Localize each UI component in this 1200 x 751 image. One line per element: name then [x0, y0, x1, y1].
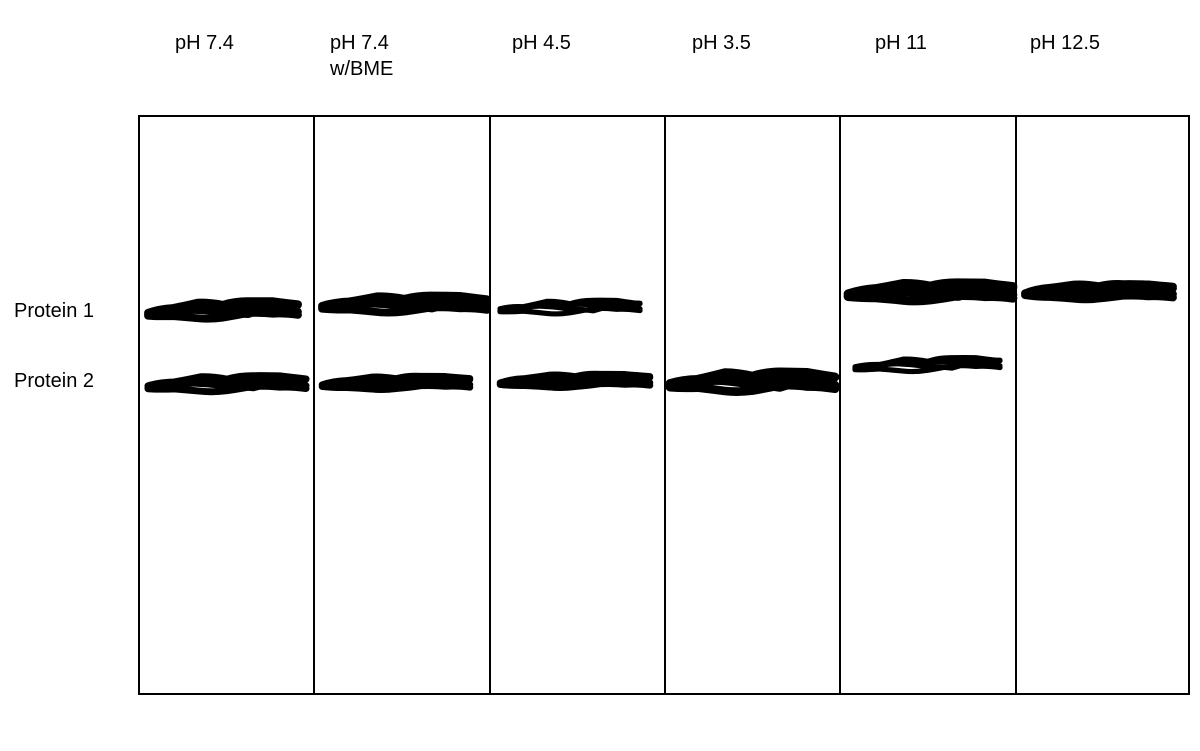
lane-label: pH 3.5	[692, 30, 751, 56]
band-b_l5_p2	[841, 338, 1014, 398]
band-b_l3_p1	[486, 281, 654, 339]
band-b_l2_p1	[308, 276, 501, 338]
band-b_l4_p2	[656, 351, 849, 419]
row-label-protein2: Protein 2	[14, 370, 94, 393]
band-b_l2_p2	[308, 358, 484, 413]
lane-label: pH 7.4 w/BME	[330, 30, 393, 82]
lane-label: pH 7.4	[175, 30, 234, 56]
lane-label: pH 11	[875, 30, 927, 56]
lane-label: pH 4.5	[512, 30, 571, 56]
band-b_l3_p2	[486, 356, 664, 411]
band-b_l1_p1	[134, 281, 312, 347]
lane-separator	[1015, 115, 1017, 695]
band-b_l1_p2	[134, 356, 320, 418]
band-b_l5_p1	[834, 263, 1027, 327]
row-label-protein1: Protein 1	[14, 300, 94, 323]
band-b_l6_p1	[1011, 266, 1187, 322]
lane-label: pH 12.5	[1030, 30, 1100, 56]
gel-figure: pH 7.4 pH 7.4 w/BME pH 4.5 pH 3.5 pH 11 …	[0, 0, 1200, 751]
